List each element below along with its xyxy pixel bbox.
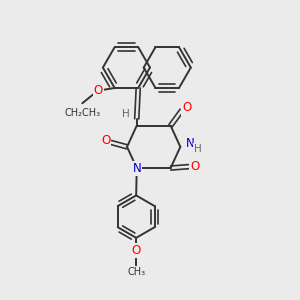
Text: O: O bbox=[101, 134, 110, 147]
Text: O: O bbox=[190, 160, 200, 173]
Text: H: H bbox=[194, 144, 202, 154]
Text: O: O bbox=[94, 84, 103, 98]
Text: N: N bbox=[185, 137, 194, 150]
Text: CH₃: CH₃ bbox=[127, 267, 145, 277]
Text: CH₂CH₃: CH₂CH₃ bbox=[64, 108, 100, 118]
Text: N: N bbox=[132, 162, 141, 175]
Text: O: O bbox=[131, 244, 141, 257]
Text: H: H bbox=[122, 109, 129, 118]
Text: O: O bbox=[182, 101, 192, 115]
